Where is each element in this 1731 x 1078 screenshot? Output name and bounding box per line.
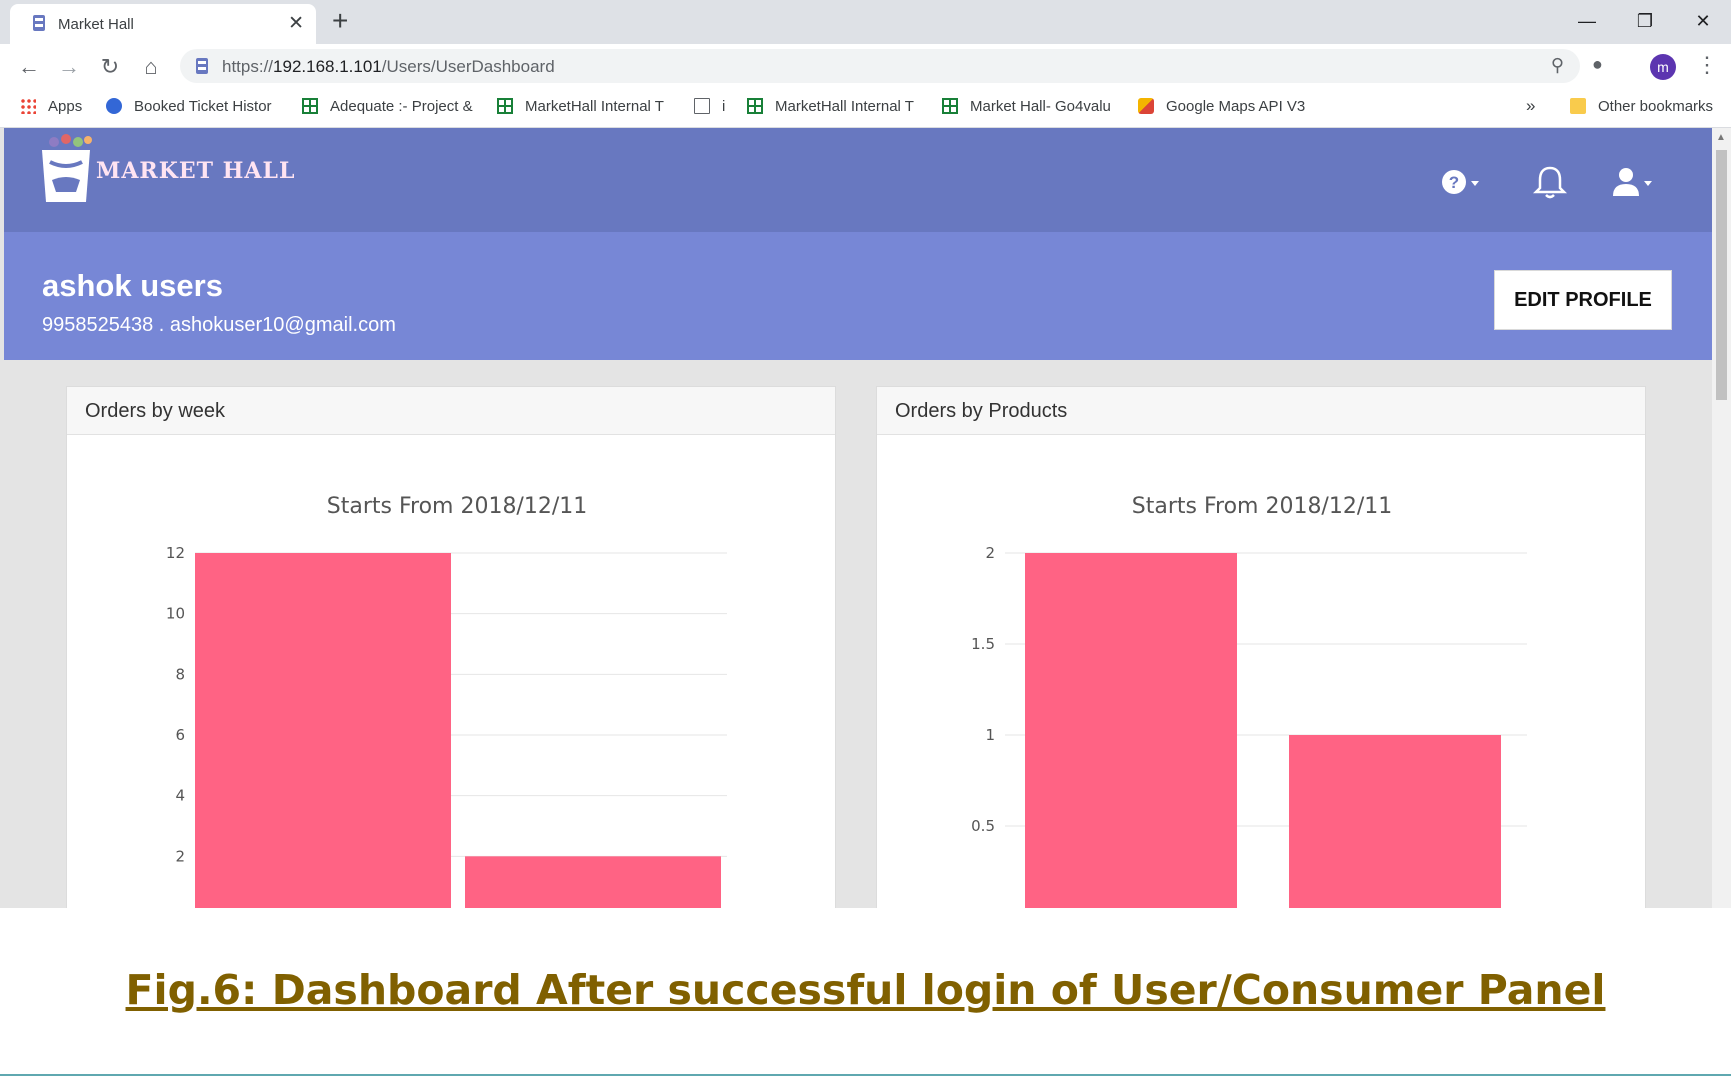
home-icon[interactable]: ⌂ — [144, 54, 158, 79]
bar — [195, 553, 451, 908]
orders-by-week-card: Orders by week Starts From 2018/12/11 2 4 6… — [66, 386, 836, 908]
bookmark-market-hall-go4value[interactable]: Market Hall- Go4valu — [942, 98, 1111, 120]
reload-icon[interactable]: ↻ — [100, 54, 120, 79]
minimize-icon[interactable]: — — [1578, 11, 1596, 31]
y-tick-label: 1 — [985, 726, 995, 744]
y-tick-label: 2 — [175, 847, 185, 865]
spreadsheet-icon — [942, 98, 958, 114]
card-title: Orders by Products — [895, 400, 1068, 422]
back-arrow-icon[interactable]: ← — [18, 54, 40, 79]
market-hall-favicon-icon — [33, 15, 45, 31]
edit-profile-button[interactable]: EDIT PROFILE — [1494, 270, 1672, 330]
scroll-thumb[interactable] — [1716, 150, 1727, 400]
key-icon[interactable]: ⚲ — [1550, 55, 1564, 75]
tab-close-icon[interactable]: ✕ — [288, 13, 304, 34]
y-tick-label: 8 — [175, 665, 185, 683]
url-text[interactable]: https://192.168.1.101/Users/UserDashboar… — [222, 57, 555, 76]
bar — [1289, 735, 1501, 908]
figure-caption: Fig.6: Dashboard After successful login … — [125, 966, 1606, 1014]
market-hall-logo-icon[interactable] — [36, 130, 100, 210]
address-bar[interactable]: https://192.168.1.101/Users/UserDashboar… — [180, 49, 1580, 83]
svg-text:?: ? — [1449, 173, 1459, 192]
bookmarks-overflow-icon[interactable]: » — [1526, 96, 1536, 115]
scroll-up-icon[interactable]: ▲ — [1716, 132, 1726, 143]
bookmark-booked-ticket[interactable]: Booked Ticket Histor — [106, 98, 272, 120]
spreadsheet-icon — [497, 98, 513, 114]
ticket-icon — [106, 98, 122, 114]
other-bookmarks[interactable]: Other bookmarks — [1570, 98, 1713, 120]
orders-by-week-chart: Starts From 2018/12/11 2 4 6 8 10 12 — [166, 494, 727, 908]
orders-by-products-card: Orders by Products Starts From 2018/12/1… — [876, 386, 1646, 908]
bookmark-markethall-internal-2[interactable]: MarketHall Internal T — [747, 98, 914, 120]
spreadsheet-icon — [747, 98, 763, 114]
browser-tab[interactable]: Market Hall ✕ — [10, 4, 316, 44]
tab-title: Market Hall — [58, 16, 134, 33]
profile-band: ashok users 9958525438 . ashokuser10@gma… — [4, 232, 1712, 360]
new-tab-icon[interactable]: + — [332, 5, 349, 36]
chart-title: Starts From 2018/12/11 — [327, 494, 588, 519]
y-tick-label: 6 — [175, 726, 185, 744]
y-tick-label: 4 — [175, 787, 185, 805]
bookmark-apps[interactable]: Apps — [20, 98, 82, 120]
window-close-icon[interactable]: ✕ — [1695, 11, 1711, 31]
spreadsheet-icon — [302, 98, 318, 114]
bar — [1025, 553, 1237, 908]
page-viewport: MARKET HALL ? ashok users 9958525438 . a… — [0, 128, 1731, 908]
bookmarks-bar: Apps Booked Ticket Histor Adequate :- Pr… — [0, 88, 1731, 128]
page-scrollbar[interactable]: ▲ — [1712, 128, 1731, 908]
chart-title: Starts From 2018/12/11 — [1132, 494, 1393, 519]
browser-menu-icon[interactable]: ⋮ — [1696, 52, 1718, 77]
y-tick-label: 0.5 — [971, 817, 995, 835]
bookmark-google-maps[interactable]: Google Maps API V3 — [1138, 98, 1305, 120]
card-header: Orders by week — [67, 387, 835, 435]
bell-icon[interactable] — [1528, 164, 1572, 200]
bookmark-adequate[interactable]: Adequate :- Project & — [302, 98, 473, 120]
app-header: MARKET HALL ? — [4, 128, 1712, 232]
help-icon[interactable]: ? — [1438, 164, 1482, 200]
user-name: ashok users — [42, 268, 223, 303]
forward-arrow-icon[interactable]: → — [58, 54, 80, 79]
y-tick-label: 2 — [985, 544, 995, 562]
location-pin-icon[interactable]: ● — [1592, 54, 1603, 74]
document-icon — [694, 98, 710, 114]
bookmark-markethall-internal-1[interactable]: MarketHall Internal T — [497, 98, 664, 120]
browser-toolbar: ← → ↻ ⌂ https://192.168.1.101/Users/User… — [0, 44, 1731, 88]
card-title: Orders by week — [85, 400, 226, 422]
maps-icon — [1138, 98, 1154, 114]
orders-by-products-chart: Starts From 2018/12/11 0.5 1 1.5 2 — [971, 494, 1527, 908]
apps-icon — [20, 98, 36, 114]
bar — [465, 856, 721, 908]
y-tick-label: 10 — [166, 605, 185, 623]
y-tick-label: 1.5 — [971, 635, 995, 653]
user-contact: 9958525438 . ashokuser10@gmail.com — [42, 314, 396, 336]
logo-text[interactable]: MARKET HALL — [96, 158, 296, 184]
folder-icon — [1570, 98, 1586, 114]
profile-avatar[interactable]: m — [1650, 54, 1676, 80]
browser-tab-strip: Market Hall ✕ + — ❐ ✕ — [0, 0, 1731, 44]
bottom-rule — [0, 1074, 1731, 1076]
bookmark-doc[interactable]: i — [694, 98, 725, 120]
y-tick-label: 12 — [166, 544, 185, 562]
card-header: Orders by Products — [877, 387, 1645, 435]
site-info-icon[interactable] — [194, 57, 210, 75]
restore-icon[interactable]: ❐ — [1636, 11, 1654, 31]
user-menu-icon[interactable] — [1610, 164, 1654, 200]
